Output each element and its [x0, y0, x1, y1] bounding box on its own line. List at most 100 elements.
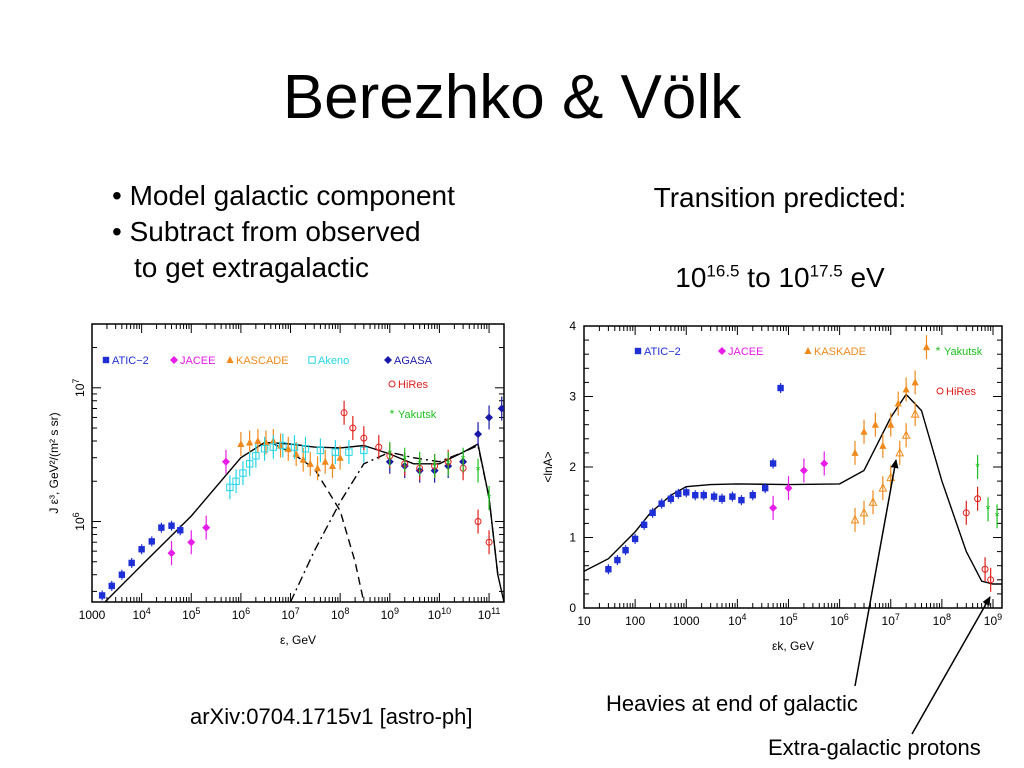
data-point-atic-2 [729, 493, 736, 500]
data-point-atic-2 [640, 521, 648, 529]
legend-marker [936, 387, 944, 395]
data-point-akeno [245, 460, 254, 468]
data-point-akeno [290, 443, 299, 451]
legend-marker [308, 356, 316, 364]
x-axis-label: ε, GeV [280, 633, 316, 647]
legend-marker: * [936, 344, 941, 358]
data-point-yakutsk: * [417, 457, 422, 471]
y-tick-label: 1 [569, 531, 576, 545]
data-point-atic-2 [649, 509, 656, 517]
spectrum-chart: 1000 104 105 106 107 108 109 1010 1011 106 107 ε, G… [47, 323, 505, 647]
legend-label: Yakutsk [944, 346, 983, 358]
data-point-hires [981, 565, 989, 573]
data-point-hires [349, 424, 357, 432]
x-tick-label: 1000 [673, 614, 700, 628]
data-point-kaskade [922, 343, 931, 351]
data-point-kaskade [860, 427, 868, 435]
data-point-akeno [252, 452, 260, 460]
legend-label: Yakutsk [398, 409, 437, 421]
transition-label: Transition predicted: [653, 182, 907, 213]
legend-label: KASKADE [814, 346, 866, 358]
data-point-atic-2 [658, 500, 665, 507]
data-point-agasa [497, 404, 504, 413]
data-point-hires [987, 576, 995, 584]
citation: arXiv:0704.1715v1 [astro-ph] [190, 704, 473, 729]
data-point-atic-2 [769, 460, 777, 467]
data-point-kaskade-open [878, 483, 888, 492]
legend-label: JACEE [180, 355, 215, 367]
data-point-atic-2 [168, 522, 175, 529]
data-point-akeno [260, 445, 269, 453]
legend-label: JACEE [728, 346, 763, 358]
x-axis-label: εk, GeV [772, 639, 814, 653]
data-point-yakutsk: * [432, 459, 437, 473]
range-exp-1: 16.5 [706, 261, 740, 281]
data-point-yakutsk: * [975, 460, 980, 474]
data-point-hires [962, 509, 970, 517]
data-point-atic-2 [710, 493, 718, 500]
data-point-yakutsk: * [446, 457, 451, 471]
x-tick-label: 1011 [478, 606, 501, 622]
data-point-kascade [321, 457, 329, 465]
bullet-list: • Model galactic component • Subtract fr… [112, 178, 455, 286]
data-point-atic-2 [158, 524, 165, 531]
lna-chart: 10 100 1000 104 105 106 107 108 109 0 1 2 3 4 εk, GeV <… [541, 319, 1003, 653]
y-tick-label: 0 [569, 601, 576, 615]
range-unit: eV [842, 262, 885, 293]
slide-title: Berezhko & Völk [282, 63, 742, 132]
data-point-kascade [299, 455, 307, 463]
x-tick-label: 104 [728, 612, 746, 628]
legend-marker [102, 356, 110, 364]
curve-extragalactic [289, 444, 499, 602]
data-point-yakutsk: * [387, 447, 392, 461]
y-tick-label: 106 [71, 512, 87, 530]
legend-label: KASCADE [236, 355, 289, 367]
data-point-yakutsk: * [995, 509, 1000, 523]
plot-area: * * * [584, 335, 1002, 592]
data-point-atic-2 [118, 571, 126, 578]
data-point-agasa [485, 413, 494, 422]
data-point-hires [474, 518, 482, 526]
legend-marker [226, 356, 234, 363]
data-point-akeno [232, 477, 240, 485]
data-point-atic-2 [148, 538, 155, 545]
data-point-kascade [336, 453, 344, 461]
y-tick-label: 2 [569, 460, 576, 474]
annotation-heavies: Heavies at end of galactic [606, 691, 858, 716]
x-tick-label: 107 [882, 612, 900, 628]
data-point-kaskade [879, 441, 887, 449]
data-point-atic-2 [622, 546, 629, 554]
data-point-jacee [769, 503, 778, 512]
legend-label: ATIC−2 [112, 355, 149, 367]
data-point-kaskade-open [901, 430, 911, 439]
transition-range: 1016.5 to 1017.5 eV [600, 260, 960, 296]
data-point-jacee [784, 484, 793, 493]
y-axis-label: J ε³, GeV²/(m² s sr) [47, 412, 61, 513]
data-point-hires [340, 409, 348, 417]
range-exp-2: 17.5 [809, 261, 843, 281]
data-point-kaskade [902, 385, 910, 393]
legend-marker [384, 356, 392, 364]
data-point-jacee [202, 523, 211, 532]
data-point-agasa [474, 430, 483, 439]
x-tick-label: 106 [830, 612, 848, 628]
range-base-1: 10 [675, 262, 707, 293]
data-point-akeno [226, 483, 234, 492]
x-tick-label: 100 [625, 614, 645, 628]
data-point-kascade [246, 438, 254, 446]
y-axis-label: <lnA> [541, 451, 555, 482]
legend-label: Akeno [318, 355, 349, 367]
data-point-jacee [221, 457, 230, 466]
x-tick-label: 108 [933, 612, 951, 628]
y-tick-label: 3 [569, 390, 576, 404]
data-point-atic-2 [700, 492, 707, 499]
x-tick-label: 108 [331, 606, 349, 622]
annotation-protons: Extra-galactic protons [768, 735, 981, 760]
data-point-kascade [284, 444, 292, 452]
data-point-atic-2 [738, 496, 745, 504]
bullet-continuation: to get extragalactic [134, 252, 370, 283]
transition-note: Transition predicted: 1016.5 to 1017.5 e… [600, 180, 960, 296]
data-point-kaskade [871, 420, 879, 428]
data-point-hires [375, 443, 383, 451]
